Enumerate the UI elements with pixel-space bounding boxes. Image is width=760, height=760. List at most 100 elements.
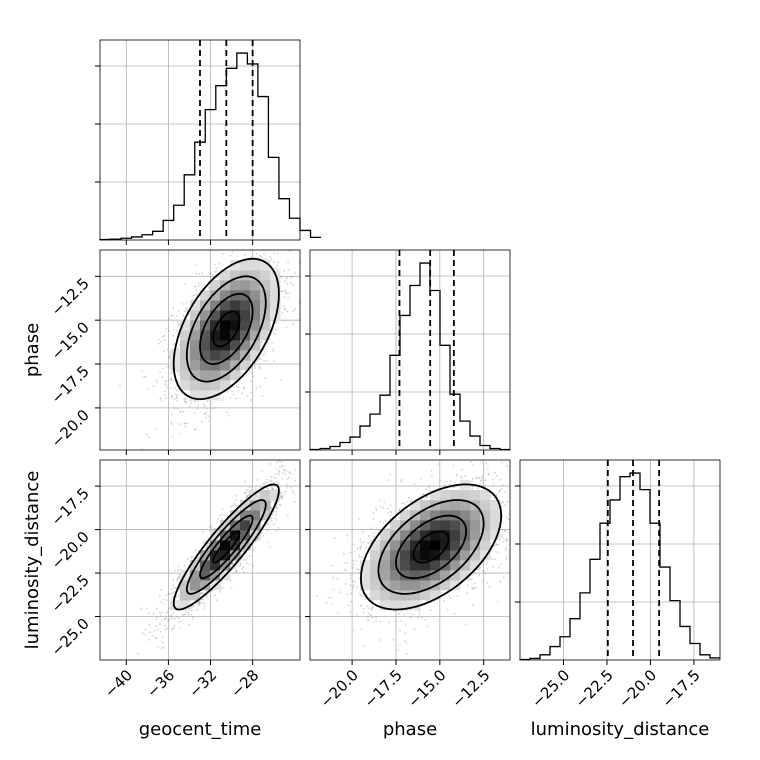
scatter-point: [221, 399, 224, 401]
scatter-point: [275, 468, 278, 470]
density-bin: [210, 290, 221, 301]
density-bin: [260, 270, 271, 281]
scatter-point: [283, 493, 285, 496]
density-bin: [240, 280, 251, 291]
scatter-point: [171, 617, 174, 620]
scatter-point: [172, 612, 175, 615]
scatter-point: [168, 317, 171, 320]
scatter-point: [217, 518, 220, 520]
scatter-point: [170, 372, 173, 375]
scatter-point: [289, 486, 292, 489]
scatter-point: [179, 627, 182, 629]
scatter-point: [176, 370, 179, 372]
scatter-point: [166, 348, 169, 351]
scatter-point: [273, 332, 276, 335]
scatter-point: [240, 372, 243, 374]
density-bin: [230, 340, 241, 351]
scatter-point: [271, 487, 273, 489]
scatter-point: [285, 483, 288, 486]
scatter-point: [239, 561, 242, 564]
scatter-point: [283, 307, 286, 310]
scatter-point: [277, 261, 280, 264]
scatter-point: [214, 527, 217, 530]
scatter-point: [281, 477, 284, 480]
scatter-point: [209, 403, 212, 406]
scatter-point: [160, 647, 163, 649]
scatter-point: [280, 276, 283, 279]
scatter-point: [270, 479, 273, 482]
scatter-point: [171, 315, 174, 317]
scatter-point: [241, 245, 243, 247]
scatter-point: [226, 515, 229, 517]
density-bin: [190, 340, 201, 351]
scatter-point: [269, 244, 271, 246]
scatter-point: [155, 607, 158, 610]
scatter-point: [229, 396, 232, 399]
density-bin: [200, 370, 211, 381]
scatter-point: [306, 455, 308, 457]
scatter-point: [178, 573, 181, 576]
scatter-point: [254, 540, 257, 543]
scatter-point: [301, 242, 303, 244]
density-bin: [190, 310, 201, 321]
density-bin: [250, 340, 261, 351]
scatter-point: [209, 275, 212, 278]
scatter-point: [167, 617, 170, 620]
scatter-point: [242, 566, 245, 568]
scatter-point: [183, 565, 186, 567]
density-bin: [250, 330, 261, 341]
scatter-point: [206, 596, 209, 599]
scatter-point: [222, 396, 225, 399]
x-axis-label-phase: phase: [383, 719, 437, 740]
axes-frame: [99, 249, 301, 451]
scatter-point: [278, 471, 280, 473]
scatter-point: [269, 480, 272, 483]
scatter-point: [246, 561, 248, 564]
scatter-point: [245, 489, 248, 491]
scatter-point: [176, 580, 179, 582]
scatter-point: [277, 247, 279, 249]
scatter-point: [201, 591, 204, 594]
scatter-point: [275, 461, 278, 464]
scatter-point: [196, 407, 198, 410]
scatter-point: [255, 386, 258, 389]
scatter-point: [159, 612, 161, 614]
scatter-point: [164, 380, 166, 383]
scatter-point: [266, 487, 268, 490]
scatter-point: [292, 492, 295, 495]
scatter-point: [163, 618, 166, 621]
density-bin: [170, 350, 181, 361]
density-bin: [250, 290, 261, 301]
scatter-point: [222, 253, 225, 255]
scatter-point: [181, 614, 184, 617]
scatter-point: [250, 237, 252, 239]
density-bin: [240, 260, 251, 271]
density-bin: [230, 350, 241, 361]
scatter-point: [284, 473, 286, 475]
scatter-point: [181, 303, 184, 305]
scatter-point: [226, 390, 229, 393]
scatter-point: [152, 635, 155, 637]
scatter-point: [265, 226, 267, 228]
scatter-point: [241, 392, 243, 395]
scatter-point: [248, 555, 251, 557]
scatter-point: [190, 613, 193, 616]
scatter-point: [254, 231, 256, 233]
scatter-point: [161, 636, 164, 638]
scatter-point: [171, 413, 174, 416]
scatter-point: [160, 400, 163, 403]
scatter-point: [275, 510, 278, 513]
scatter-point: [158, 342, 161, 345]
scatter-point: [219, 514, 221, 517]
scatter-point: [163, 390, 166, 393]
density-bin: [220, 320, 231, 331]
scatter-point: [229, 506, 232, 509]
scatter-point: [191, 555, 194, 558]
scatter-point: [164, 628, 167, 631]
scatter-point: [160, 396, 162, 399]
density-bin: [260, 320, 271, 331]
contour-1: [199, 293, 254, 365]
scatter-point: [165, 384, 168, 387]
scatter-point: [147, 436, 150, 438]
scatter-point: [255, 487, 257, 490]
